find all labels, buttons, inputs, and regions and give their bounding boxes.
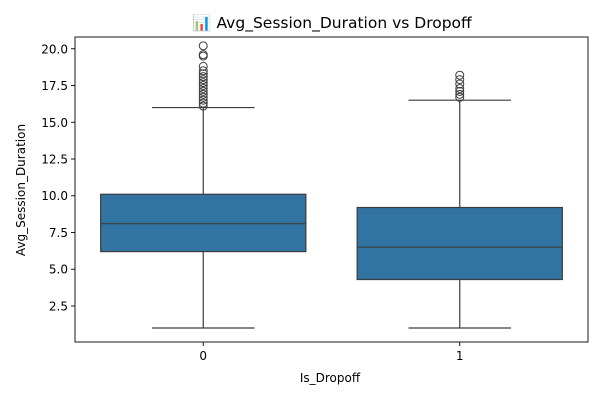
outlier-point	[455, 86, 465, 96]
y-tick-label: 5.0	[49, 263, 68, 277]
outlier-point	[198, 69, 208, 79]
outlier-point	[198, 81, 208, 91]
y-tick-label: 20.0	[41, 42, 68, 56]
outlier-point	[455, 70, 465, 80]
y-tick-label: 12.5	[41, 153, 68, 167]
y-tick-label: 2.5	[49, 299, 68, 313]
outlier-point	[198, 101, 208, 111]
outlier-point	[455, 75, 465, 85]
outlier-point	[198, 41, 208, 51]
outlier-point	[455, 83, 465, 93]
outlier-point	[455, 92, 465, 102]
outlier-point	[198, 50, 208, 60]
x-tick-label: 1	[456, 349, 464, 363]
outlier-point	[198, 61, 208, 71]
outlier-point	[198, 92, 208, 102]
plot-frame	[74, 36, 589, 343]
outlier-point	[198, 86, 208, 96]
y-axis-label: Avg_Session_Duration	[14, 124, 28, 256]
plot-area: 2.5 5.0 7.5 10.0 12.5 15.0 17.5 20.0 0 1	[41, 41, 563, 363]
outlier-point	[198, 72, 208, 82]
outlier-point	[198, 83, 208, 93]
y-tick-label: 7.5	[49, 226, 68, 240]
outlier-point	[455, 79, 465, 89]
outlier-point	[198, 89, 208, 99]
outlier-point	[198, 78, 208, 88]
x-tick-label: 0	[199, 349, 207, 363]
outlier-point	[455, 89, 465, 99]
y-tick-label: 15.0	[41, 116, 68, 130]
x-axis-label: Is_Dropoff	[300, 371, 361, 385]
chart-title: 📊 Avg_Session_Duration vs Dropoff	[192, 13, 472, 33]
outlier-point	[198, 75, 208, 85]
outlier-point	[198, 98, 208, 108]
outlier-point	[198, 66, 208, 76]
y-tick-label: 17.5	[41, 79, 68, 93]
box-1	[356, 206, 563, 281]
outlier-point	[198, 95, 208, 105]
box-0	[100, 193, 307, 253]
y-tick-label: 10.0	[41, 189, 68, 203]
